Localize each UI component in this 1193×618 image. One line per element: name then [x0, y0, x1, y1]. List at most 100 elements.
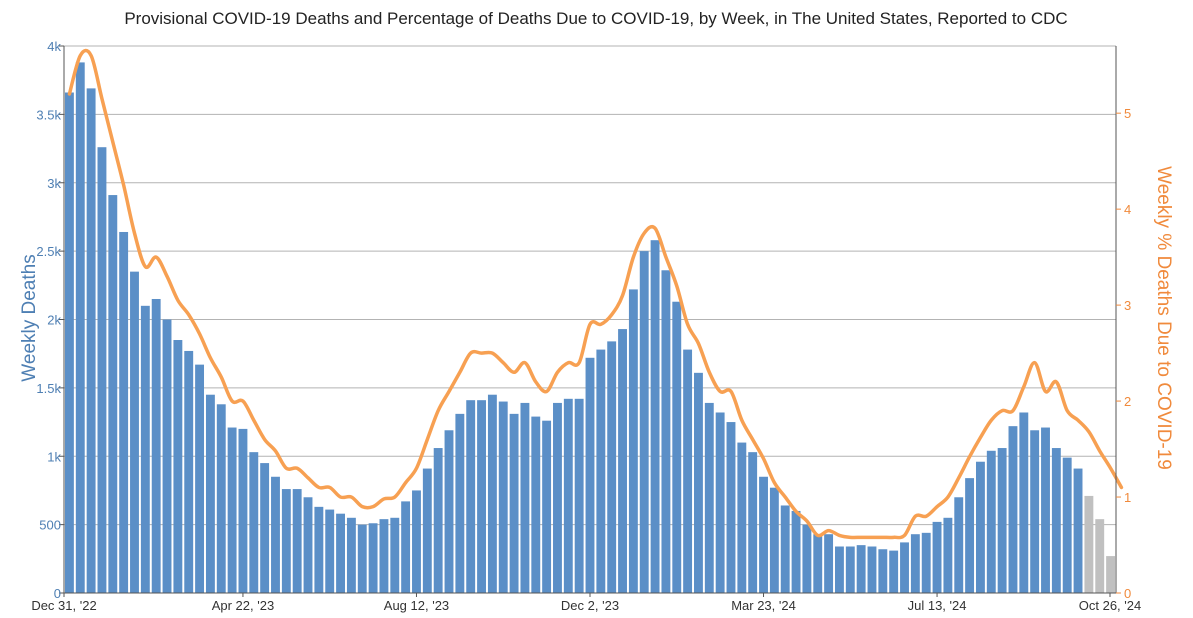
bar[interactable]: [1030, 430, 1040, 593]
bar[interactable]: [607, 341, 617, 593]
bar[interactable]: [704, 402, 714, 593]
bar[interactable]: [140, 305, 150, 593]
bar[interactable]: [726, 422, 736, 593]
bar[interactable]: [1062, 457, 1072, 593]
bar[interactable]: [748, 452, 758, 593]
bar[interactable]: [379, 519, 389, 593]
bar[interactable]: [672, 301, 682, 593]
bar[interactable]: [683, 349, 693, 593]
y-tick-label: 1k: [47, 449, 61, 464]
bar[interactable]: [422, 468, 432, 593]
bar[interactable]: [227, 427, 237, 593]
bar[interactable]: [162, 319, 172, 594]
bar[interactable]: [921, 532, 931, 593]
bar[interactable]: [715, 412, 725, 593]
percent-line[interactable]: [67, 48, 1124, 540]
bar[interactable]: [553, 402, 562, 593]
bar[interactable]: [271, 476, 280, 593]
bar[interactable]: [292, 489, 302, 593]
bar[interactable]: [661, 270, 671, 593]
bar[interactable]: [260, 463, 270, 593]
bar[interactable]: [932, 521, 942, 593]
bar[interactable]: [108, 195, 118, 593]
bar[interactable]: [151, 298, 161, 593]
bar[interactable]: [824, 534, 834, 593]
bar[interactable]: [997, 448, 1007, 593]
bar[interactable]: [520, 402, 530, 593]
bar[interactable]: [64, 92, 74, 594]
bar-incomplete[interactable]: [1084, 495, 1094, 593]
bar[interactable]: [314, 506, 324, 593]
bar[interactable]: [802, 524, 812, 594]
bar[interactable]: [845, 546, 855, 594]
bar[interactable]: [780, 505, 790, 593]
bar[interactable]: [86, 88, 96, 593]
bar[interactable]: [498, 401, 508, 593]
bar[interactable]: [205, 394, 215, 593]
bar[interactable]: [791, 510, 801, 593]
bar[interactable]: [900, 542, 909, 593]
bar[interactable]: [195, 364, 205, 593]
bar[interactable]: [1051, 448, 1061, 593]
bar[interactable]: [216, 404, 226, 593]
bar[interactable]: [813, 534, 823, 593]
bar[interactable]: [694, 372, 703, 593]
bar[interactable]: [173, 340, 183, 593]
bar[interactable]: [975, 461, 985, 593]
bar[interactable]: [1041, 427, 1050, 593]
bar[interactable]: [325, 509, 335, 593]
bar[interactable]: [1019, 412, 1029, 593]
bar[interactable]: [618, 329, 627, 593]
bar[interactable]: [531, 416, 541, 593]
bar[interactable]: [357, 524, 367, 594]
bar[interactable]: [563, 398, 573, 593]
bar[interactable]: [986, 450, 996, 593]
bar[interactable]: [390, 517, 400, 593]
bar-incomplete[interactable]: [1106, 556, 1116, 593]
bar[interactable]: [509, 413, 519, 593]
bar[interactable]: [249, 452, 259, 593]
bar[interactable]: [596, 349, 606, 593]
bar[interactable]: [759, 476, 768, 593]
bar[interactable]: [769, 487, 779, 593]
bar[interactable]: [737, 442, 747, 593]
bar[interactable]: [119, 231, 129, 594]
bar[interactable]: [184, 350, 194, 593]
bar[interactable]: [487, 394, 497, 593]
bar[interactable]: [281, 489, 291, 593]
bar[interactable]: [97, 147, 107, 593]
bar[interactable]: [889, 550, 899, 593]
bar[interactable]: [943, 517, 953, 593]
bar[interactable]: [835, 546, 844, 594]
bar[interactable]: [412, 490, 421, 593]
bar[interactable]: [238, 428, 248, 593]
line-layer: [67, 48, 1124, 540]
bar[interactable]: [878, 549, 888, 593]
bar[interactable]: [75, 62, 85, 594]
bar[interactable]: [542, 420, 552, 593]
bar[interactable]: [455, 413, 465, 593]
bar[interactable]: [910, 534, 920, 593]
bar[interactable]: [628, 289, 638, 593]
bar[interactable]: [130, 271, 139, 593]
bar[interactable]: [867, 546, 877, 594]
bar[interactable]: [1073, 468, 1083, 593]
bar[interactable]: [965, 478, 975, 593]
bar[interactable]: [346, 517, 356, 593]
bar[interactable]: [444, 430, 454, 593]
bar-incomplete[interactable]: [1095, 519, 1105, 593]
bar[interactable]: [650, 240, 660, 593]
bar[interactable]: [856, 545, 866, 593]
bar[interactable]: [368, 523, 378, 593]
bar[interactable]: [574, 398, 584, 593]
bar[interactable]: [639, 251, 649, 594]
bar[interactable]: [477, 400, 486, 593]
bar[interactable]: [433, 448, 443, 593]
bar[interactable]: [466, 400, 476, 593]
bar[interactable]: [585, 357, 595, 593]
bar[interactable]: [303, 497, 313, 593]
bar[interactable]: [1008, 426, 1018, 593]
bar[interactable]: [954, 497, 964, 593]
bar[interactable]: [401, 501, 411, 593]
bar[interactable]: [336, 513, 345, 593]
